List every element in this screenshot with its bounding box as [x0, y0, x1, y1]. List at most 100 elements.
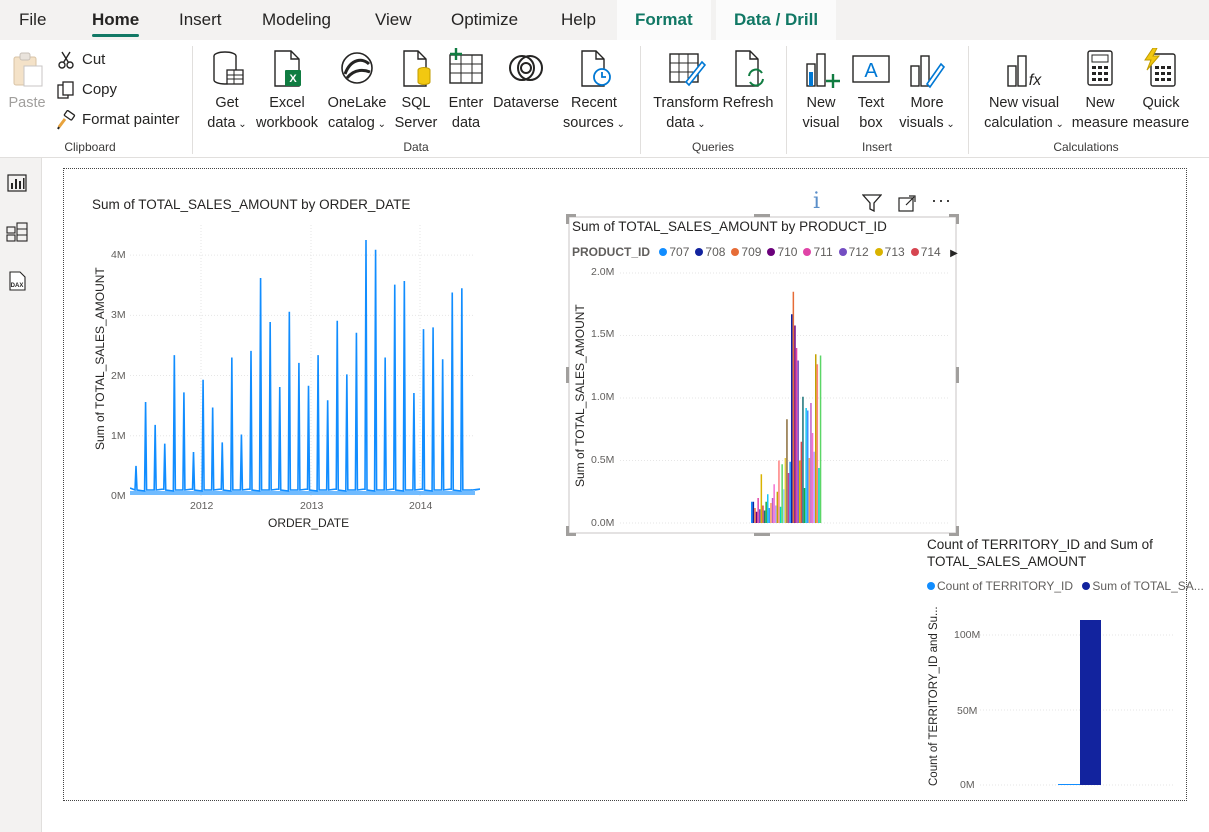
tab-data-drill[interactable]: Data / Drill: [716, 0, 837, 40]
new-visual-calculation-button[interactable]: fx New visual calculation ⌄: [980, 48, 1068, 135]
bar[interactable]: [802, 396, 804, 523]
legend-item[interactable]: 712: [848, 245, 869, 259]
cut-button[interactable]: Cut: [56, 47, 176, 73]
bar[interactable]: [819, 355, 822, 524]
bar[interactable]: [752, 501, 755, 523]
legend-item[interactable]: 709: [741, 245, 762, 259]
tab-home[interactable]: Home: [92, 0, 140, 40]
bar-count-territory[interactable]: [1058, 784, 1080, 785]
legend-next-arrow-icon[interactable]: ▶: [950, 248, 958, 259]
bar[interactable]: [760, 474, 763, 523]
copy-button[interactable]: Copy: [56, 77, 176, 103]
excel-workbook-button[interactable]: X Excel workbook: [254, 48, 320, 133]
format-painter-button[interactable]: Format painter: [56, 107, 186, 133]
enter-data-button[interactable]: Enter data: [443, 48, 489, 133]
report-view-icon[interactable]: [6, 172, 28, 194]
bar[interactable]: [751, 501, 753, 523]
new-visual-icon: [806, 53, 840, 88]
bar[interactable]: [807, 410, 809, 524]
bar[interactable]: [784, 458, 787, 523]
bar[interactable]: [781, 464, 783, 523]
filter-icon[interactable]: [862, 194, 882, 212]
bar[interactable]: [818, 468, 820, 523]
legend-item[interactable]: 713: [884, 245, 905, 259]
bar[interactable]: [797, 360, 799, 524]
legend-item[interactable]: 707: [669, 245, 690, 259]
focus-mode-icon[interactable]: [898, 195, 916, 212]
bar[interactable]: [808, 458, 811, 523]
legend-item[interactable]: 710: [777, 245, 798, 259]
legend-item[interactable]: Count of TERRITORY_ID: [937, 579, 1074, 593]
transform-data-button[interactable]: Transform data ⌄: [652, 48, 720, 135]
bar[interactable]: [803, 488, 806, 523]
bar[interactable]: [789, 461, 791, 523]
tab-optimize[interactable]: Optimize: [451, 10, 519, 29]
bar[interactable]: [776, 491, 779, 523]
bar[interactable]: [775, 505, 777, 524]
bar[interactable]: [813, 451, 815, 523]
bar[interactable]: [762, 505, 764, 524]
new-measure-button[interactable]: New measure: [1071, 48, 1129, 133]
tab-view[interactable]: View: [375, 10, 412, 29]
bar[interactable]: [794, 325, 796, 524]
bar[interactable]: [786, 419, 788, 523]
dataverse-button[interactable]: Dataverse: [491, 48, 561, 113]
more-visuals-button[interactable]: More visuals ⌄: [896, 48, 958, 135]
quick-measure-button[interactable]: Quick measure: [1132, 48, 1190, 133]
sql-server-button[interactable]: SQL Server: [393, 48, 439, 133]
refresh-button[interactable]: Refresh: [722, 48, 774, 113]
bar[interactable]: [787, 473, 790, 523]
bar[interactable]: [811, 433, 814, 523]
legend-item[interactable]: 714: [920, 245, 941, 259]
tab-format[interactable]: Format: [617, 0, 711, 40]
bar[interactable]: [763, 510, 766, 524]
bar[interactable]: [770, 503, 772, 523]
bar[interactable]: [757, 498, 759, 523]
bar[interactable]: [765, 501, 767, 523]
bar[interactable]: [783, 489, 785, 523]
bar[interactable]: [815, 354, 817, 523]
bar[interactable]: [791, 314, 793, 523]
bar[interactable]: [800, 441, 803, 523]
bar-sum-sales[interactable]: [1080, 620, 1101, 785]
bar[interactable]: [767, 494, 769, 523]
bar[interactable]: [799, 460, 801, 524]
new-visual-button[interactable]: New visual: [798, 48, 844, 133]
bar[interactable]: [779, 506, 782, 523]
sql-label-1: SQL: [401, 95, 431, 111]
legend-item[interactable]: Sum of TOTAL_SA...: [1092, 579, 1204, 593]
calculator-icon: [1087, 50, 1113, 86]
get-data-button[interactable]: Get data ⌄: [204, 48, 250, 135]
tab-insert[interactable]: Insert: [179, 10, 222, 29]
legend-item[interactable]: 708: [705, 245, 726, 259]
onelake-catalog-button[interactable]: OneLake catalog ⌄: [326, 48, 388, 135]
bar[interactable]: [755, 511, 758, 523]
bar[interactable]: [759, 509, 761, 523]
bar[interactable]: [816, 364, 819, 523]
line-series-sales[interactable]: [130, 240, 480, 492]
info-icon[interactable]: i: [813, 189, 821, 214]
legend-item[interactable]: 711: [813, 245, 833, 259]
table-view-icon[interactable]: [6, 221, 28, 243]
bar[interactable]: [795, 348, 798, 523]
tab-modeling[interactable]: Modeling: [262, 10, 331, 29]
dax-query-view-icon[interactable]: DAX: [6, 270, 28, 292]
paste-button[interactable]: Paste: [6, 48, 48, 113]
transform-data-icon: [669, 53, 706, 87]
bar[interactable]: [805, 408, 807, 523]
more-options-icon[interactable]: ···: [931, 190, 952, 210]
bar[interactable]: [810, 403, 812, 523]
more-visuals-label-2: visuals: [899, 115, 944, 131]
bar[interactable]: [768, 508, 771, 523]
bar[interactable]: [771, 498, 774, 523]
tab-help[interactable]: Help: [561, 10, 596, 29]
tab-file[interactable]: File: [19, 10, 47, 29]
bar[interactable]: [778, 460, 780, 524]
bar[interactable]: [792, 291, 795, 523]
svg-text:X: X: [289, 73, 297, 85]
text-box-button[interactable]: A Text box: [850, 48, 892, 133]
bar[interactable]: [773, 484, 775, 523]
recent-sources-button[interactable]: Recent sources ⌄: [561, 48, 627, 135]
bar[interactable]: [754, 508, 756, 523]
bar-y-tick: 1.5M: [591, 328, 615, 340]
